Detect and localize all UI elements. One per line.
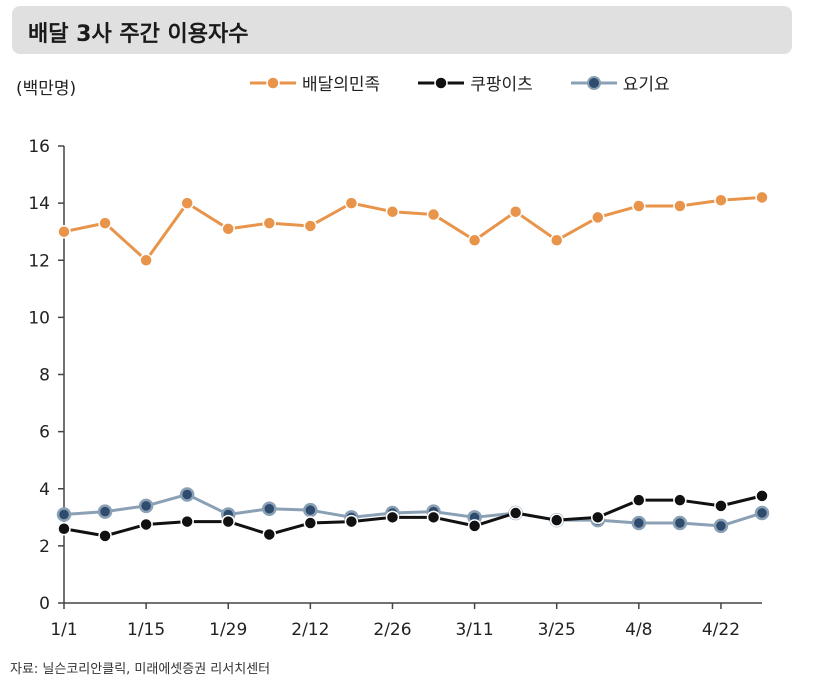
x-tick-label: 1/29: [209, 620, 247, 640]
data-point-yogiyo: [754, 505, 770, 521]
y-axis-unit-label: (백만명): [16, 79, 77, 99]
legend-item-yogiyo: 요기요: [570, 70, 670, 95]
data-point-coupang: [549, 513, 564, 527]
data-point-baemin: [632, 199, 646, 213]
data-point-yogiyo: [713, 518, 729, 534]
data-point-yogiyo: [56, 507, 72, 522]
y-tick-label: 10: [28, 308, 50, 328]
data-point-yogiyo: [303, 502, 318, 518]
x-tick-label: 3/25: [538, 620, 576, 640]
data-point-baemin: [673, 199, 687, 213]
y-tick-label: 8: [39, 366, 50, 386]
x-tick-label: 2/12: [291, 620, 329, 640]
data-point-baemin: [755, 190, 769, 205]
data-point-coupang: [57, 521, 71, 536]
data-point-coupang: [262, 527, 277, 542]
data-point-baemin: [303, 219, 318, 233]
data-point-coupang: [303, 516, 318, 530]
data-point-baemin: [714, 193, 728, 208]
data-point-yogiyo: [97, 504, 113, 519]
data-point-coupang: [139, 517, 153, 532]
y-tick-label: 14: [28, 194, 50, 214]
x-tick-label: 1/1: [50, 620, 77, 640]
legend-label-yogiyo: 요기요: [622, 75, 670, 95]
series-line-baemin: [63, 195, 763, 262]
legend-item-coupang: 쿠팡이츠: [418, 70, 533, 95]
data-point-baemin: [221, 222, 235, 236]
data-point-coupang: [508, 506, 523, 520]
data-point-baemin: [508, 204, 523, 219]
legend-swatch-coupang: [418, 75, 465, 90]
legend-label-baemin: 배달의민족: [302, 75, 381, 95]
x-tick-label: 4/8: [625, 620, 652, 640]
data-point-baemin: [385, 204, 400, 219]
source-note: 자료: 닐슨코리안클릭, 미래에셋증권 리서치센터: [10, 662, 271, 677]
chart-title: 배달 3사 주간 이용자수: [28, 22, 249, 47]
title-bar: 배달 3사 주간 이용자수: [12, 6, 792, 54]
y-tick-label: 2: [39, 537, 50, 557]
data-point-yogiyo: [262, 501, 277, 516]
data-point-baemin: [139, 253, 153, 267]
data-point-coupang: [221, 514, 235, 529]
data-point-baemin: [549, 233, 564, 248]
chart-legend: 배달의민족 쿠팡이츠 요기요: [250, 70, 670, 95]
data-point-baemin: [98, 216, 112, 230]
y-tick-label: 0: [39, 594, 50, 614]
data-point-yogiyo: [631, 515, 647, 531]
data-point-baemin: [344, 196, 359, 210]
data-point-coupang: [755, 489, 769, 503]
legend-item-baemin: 배달의민족: [250, 70, 380, 95]
series-line-coupang: [63, 494, 763, 538]
data-point-coupang: [591, 510, 605, 525]
x-tick-label: 1/15: [127, 620, 165, 640]
data-point-coupang: [467, 519, 482, 533]
data-point-yogiyo: [672, 515, 688, 531]
data-point-yogiyo: [138, 498, 154, 514]
x-tick-label: 3/11: [455, 620, 493, 640]
data-point-coupang: [180, 514, 194, 529]
data-point-baemin: [180, 196, 194, 210]
legend-swatch-baemin: [250, 75, 296, 90]
y-tick-label: 16: [28, 137, 50, 157]
y-tick-label: 12: [28, 251, 50, 271]
data-point-coupang: [426, 510, 441, 525]
data-point-baemin: [262, 216, 277, 230]
data-point-yogiyo: [179, 487, 195, 502]
data-point-baemin: [591, 210, 605, 225]
data-point-baemin: [467, 233, 482, 248]
data-point-coupang: [673, 493, 687, 507]
y-axis-labels: 0 2 4 6 8 10 12 14 16: [28, 137, 50, 614]
x-axis-labels: 1/1 1/15 1/29 2/12 2/26 3/11 3/25 4/8 4/22: [50, 620, 740, 640]
legend-swatch-yogiyo: [570, 75, 617, 90]
data-point-coupang: [385, 510, 400, 525]
x-tick-label: 4/22: [702, 620, 740, 640]
chart-series: [56, 190, 770, 543]
y-tick-label: 6: [39, 423, 50, 443]
y-tick-label: 4: [39, 480, 50, 500]
chart-axes: [58, 145, 762, 609]
data-point-coupang: [714, 499, 728, 513]
legend-label-coupang: 쿠팡이츠: [470, 75, 533, 95]
data-point-baemin: [57, 224, 71, 239]
data-point-coupang: [98, 529, 112, 543]
data-point-coupang: [632, 493, 646, 507]
data-point-coupang: [344, 514, 359, 529]
x-tick-label: 2/26: [373, 620, 411, 640]
data-point-baemin: [426, 207, 441, 222]
